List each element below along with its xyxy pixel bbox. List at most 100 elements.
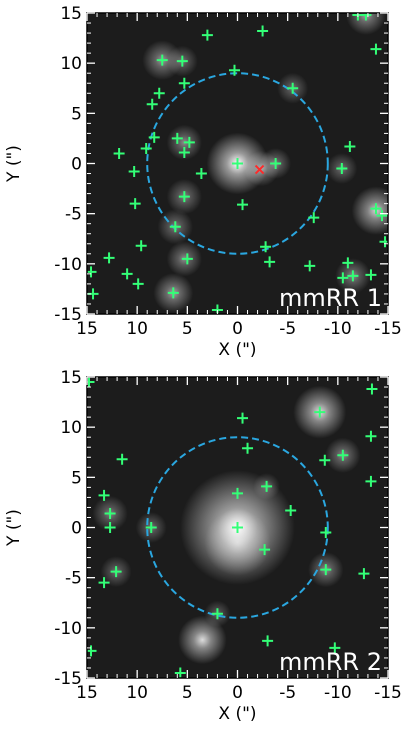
source-marker — [342, 257, 354, 269]
x-tick-label: 0 — [232, 683, 243, 703]
source-marker — [178, 77, 190, 89]
source-marker — [232, 158, 243, 169]
y-tick-label: -15 — [54, 305, 82, 325]
ticks — [86, 12, 389, 315]
source-marker — [87, 377, 95, 388]
source-marker — [376, 210, 388, 222]
source-marker — [128, 166, 140, 178]
source-marker — [195, 168, 207, 180]
x-tick-label: 0 — [232, 319, 243, 339]
source-marker — [242, 442, 254, 454]
panel-label: mmRR 1 — [279, 284, 382, 312]
source-marker — [181, 253, 193, 265]
x-tick-label: -15 — [374, 683, 402, 703]
panel-label: mmRR 2 — [279, 648, 382, 676]
y-tick-label: 15 — [60, 368, 82, 388]
source-marker — [285, 504, 297, 516]
source-marker — [104, 522, 116, 533]
x-tick-label: 15 — [76, 683, 98, 703]
x-axis-label: X (") — [218, 340, 256, 360]
source-marker — [98, 489, 110, 501]
source-marker — [183, 136, 195, 148]
source-marker — [121, 268, 133, 280]
chart-panel-1: mmRR 1 15 15 10 10 5 5 0 0 -5 -5 -10 -10 -15 -15 X (") Y… — [4, 4, 402, 360]
x-tick-label: 10 — [126, 319, 148, 339]
source-marker — [308, 212, 320, 224]
source-marker — [113, 147, 125, 159]
source-marker — [174, 667, 186, 678]
y-tick-label: -5 — [65, 205, 82, 225]
source-marker — [347, 270, 359, 282]
source-marker — [228, 64, 240, 76]
x-tick-label: -15 — [374, 319, 402, 339]
y-tick-label: 5 — [71, 468, 82, 488]
y-tick-label: 5 — [71, 104, 82, 124]
source-marker — [264, 256, 276, 268]
source-marker — [129, 198, 141, 210]
aperture-circle — [146, 436, 329, 619]
source-marker — [169, 221, 181, 233]
source-marker — [344, 140, 356, 152]
source-marker — [237, 412, 249, 424]
source-marker — [178, 146, 190, 158]
chart-panel-2: mmRR 2 15 15 10 10 5 5 0 0 -5 -5 -10 -10 -15 -15 X (") Y… — [4, 368, 402, 724]
source-marker — [116, 453, 128, 465]
source-marker — [135, 240, 147, 252]
source-marker — [176, 55, 188, 67]
y-tick-label: 10 — [60, 54, 82, 74]
y-tick-label: 0 — [71, 155, 82, 175]
source-marker — [232, 487, 243, 499]
source-marker — [178, 191, 190, 203]
source-marker — [337, 449, 349, 461]
source-marker — [259, 544, 271, 556]
source-marker — [366, 383, 378, 395]
x-tick-label: -5 — [279, 319, 296, 339]
source-marker — [257, 25, 269, 37]
aperture-circle — [146, 72, 329, 255]
source-marker — [110, 566, 122, 578]
y-axis-label: Y (") — [4, 145, 24, 183]
source-marker — [379, 236, 388, 248]
source-marker — [145, 522, 157, 533]
star-source — [351, 186, 388, 235]
ticks — [86, 376, 389, 679]
source-marker — [370, 43, 382, 55]
source-marker — [201, 29, 213, 41]
source-marker — [232, 522, 243, 533]
source-marker — [98, 577, 110, 589]
source-marker — [261, 480, 273, 492]
source-marker — [365, 430, 377, 442]
x-tick-label: -10 — [324, 319, 352, 339]
source-marker — [336, 163, 348, 175]
source-marker — [237, 199, 249, 211]
source-marker — [171, 132, 183, 144]
y-tick-label: -5 — [65, 569, 82, 589]
source-marker — [167, 287, 179, 299]
x-tick-label: -10 — [324, 683, 352, 703]
source-marker — [153, 87, 165, 99]
x-tick-label: 10 — [126, 683, 148, 703]
x-tick-label: 5 — [182, 683, 193, 703]
y-tick-label: -10 — [54, 619, 82, 639]
x-tick-label: 5 — [182, 319, 193, 339]
source-marker — [320, 564, 332, 576]
y-tick-label: 10 — [60, 418, 82, 438]
source-marker — [103, 252, 115, 264]
source-marker — [360, 13, 372, 21]
source-marker — [319, 454, 331, 466]
source-marker — [270, 158, 282, 169]
star-source — [204, 509, 271, 576]
source-marker — [320, 527, 332, 539]
x-axis-label: X (") — [218, 704, 256, 724]
y-tick-label: -15 — [54, 669, 82, 689]
source-marker — [329, 642, 341, 654]
source-marker — [148, 131, 160, 143]
source-marker — [358, 568, 370, 580]
source-marker — [156, 54, 168, 66]
source-marker — [260, 241, 272, 253]
image-area — [87, 13, 388, 314]
source-marker — [365, 269, 377, 281]
source-marker — [314, 406, 326, 418]
source-marker — [146, 98, 158, 110]
